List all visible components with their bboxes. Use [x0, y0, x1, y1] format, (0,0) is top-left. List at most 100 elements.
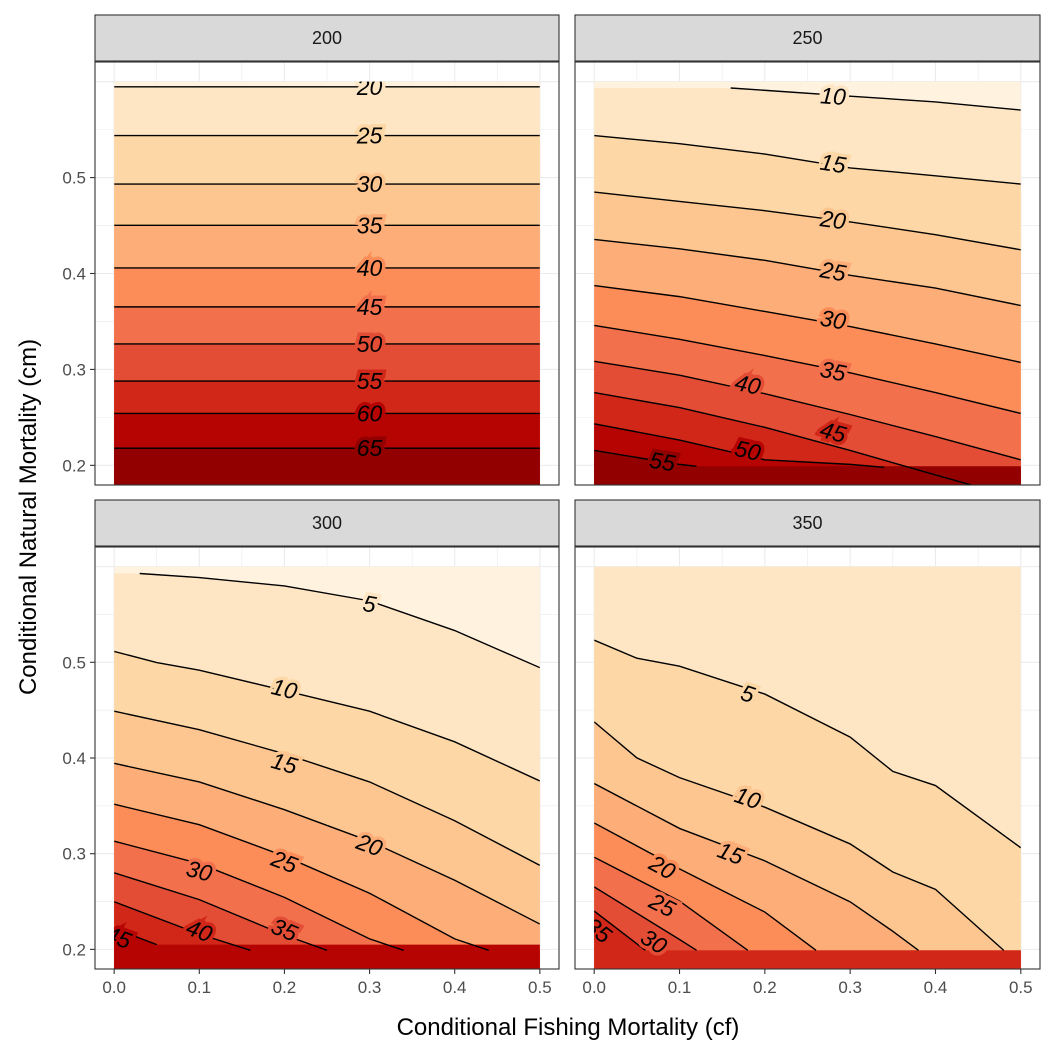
contour-line-35	[594, 324, 1021, 415]
contour-line-45	[114, 927, 157, 946]
contour-label-25: 25	[817, 256, 848, 286]
contour-line-5	[139, 572, 540, 669]
contour-line-10	[114, 650, 540, 782]
contour-lines	[594, 87, 1021, 485]
contour-label-25: 25	[356, 123, 383, 149]
contour-label-30: 30	[818, 305, 848, 335]
contour-label-40: 40	[357, 255, 383, 281]
y-tick-label: 0.3	[62, 360, 86, 379]
x-tick-label: 0.4	[443, 978, 467, 997]
contour-line-30	[114, 840, 404, 952]
contour-line-25	[594, 238, 1021, 307]
contour-lines	[594, 639, 1021, 951]
contour-line-55	[594, 449, 697, 467]
contour-line-25	[594, 856, 749, 951]
contour-label-35: 35	[818, 356, 848, 387]
contour-line-35	[594, 910, 646, 951]
contour-label-10: 10	[819, 82, 847, 110]
contour-line-25	[114, 803, 489, 952]
strip-label: 250	[792, 28, 822, 48]
contour-label-30: 30	[357, 171, 383, 197]
x-tick-label: 0.4	[924, 978, 948, 997]
x-axis-300: 0.0 0.1 0.2 0.3 0.4 0.5	[102, 969, 552, 997]
axes-layer: 0.0 0.1 0.2 0.3 0.4 0.5 0.0 0.1 0.2 0.3 0.4 0.50.20…	[62, 169, 1032, 997]
contour-line-15	[594, 782, 919, 951]
y-axis-title: Conditional Natural Mortality (cm)	[15, 339, 42, 695]
contour-label-20: 20	[356, 74, 383, 100]
contour-label-35: 35	[357, 212, 383, 238]
y-tick-label: 0.3	[62, 845, 86, 864]
y-tick-label: 0.2	[62, 940, 86, 959]
contour-line-35	[114, 872, 328, 951]
x-tick-label: 0.5	[1009, 978, 1033, 997]
contour-label-60: 60	[357, 400, 383, 426]
x-tick-label: 0.0	[582, 978, 606, 997]
contour-line-30	[594, 284, 1021, 364]
contour-band	[594, 450, 1021, 485]
contour-line-40	[594, 360, 1021, 461]
x-axis-title: Conditional Fishing Mortality (cf)	[397, 1014, 740, 1041]
contour-labels: 20 25 30 35 40 45 50 55 60 65	[352, 74, 386, 465]
y-axis-300: 0.2 0.3 0.4 0.5	[62, 653, 95, 959]
x-tick-label: 0.3	[838, 978, 862, 997]
contour-fills	[594, 566, 1021, 969]
x-tick-label: 0.2	[273, 978, 297, 997]
strip-bg	[574, 14, 1041, 62]
strip-label: 200	[312, 28, 342, 48]
contour-line-5	[594, 639, 1021, 849]
panel-border	[574, 546, 1041, 970]
contour-line-20	[114, 762, 540, 925]
x-tick-label: 0.5	[528, 978, 552, 997]
contour-line-40	[114, 901, 251, 952]
strip-label: 300	[312, 513, 342, 533]
panels-layer: 200 20 25 30 35 40 45 50 55 60 65 250 10 15 20 25 30 35 40…	[94, 14, 1041, 970]
strip-bg	[94, 499, 560, 547]
panel-200: 200 20 25 30 35 40 45 50 55 60 65	[94, 14, 560, 486]
contour-fills	[594, 81, 1021, 485]
contour-line-10	[594, 721, 1005, 951]
y-tick-label: 0.4	[62, 749, 86, 768]
contour-label-20: 20	[818, 205, 848, 234]
x-tick-label: 0.1	[187, 978, 211, 997]
contour-band	[114, 928, 540, 969]
strip-bg	[574, 499, 1041, 547]
contour-label-55: 55	[357, 368, 383, 394]
contour-line-10	[730, 87, 1021, 111]
x-axis-350: 0.0 0.1 0.2 0.3 0.4 0.5	[582, 969, 1033, 997]
contour-label-15: 15	[818, 149, 848, 179]
contour-band	[594, 857, 1021, 969]
contour-line-30	[594, 886, 697, 951]
x-tick-label: 0.2	[753, 978, 777, 997]
contour-line-50	[594, 423, 885, 468]
contour-line-15	[594, 134, 1021, 185]
contour-lines	[114, 86, 540, 449]
strip-bg	[94, 14, 560, 62]
contour-label-45: 45	[357, 294, 383, 320]
y-tick-label: 0.2	[62, 456, 86, 475]
contour-line-20	[594, 191, 1021, 251]
contour-line-45	[594, 391, 974, 485]
y-tick-label: 0.4	[62, 265, 86, 284]
contour-band	[114, 448, 540, 485]
y-axis-200: 0.2 0.3 0.4 0.5	[62, 169, 95, 475]
panel-border	[574, 61, 1041, 486]
contour-label-50: 50	[357, 331, 383, 357]
contour-line-15	[114, 710, 540, 866]
x-tick-label: 0.0	[102, 978, 126, 997]
contour-fills	[114, 81, 540, 485]
y-tick-label: 0.5	[62, 169, 86, 188]
x-tick-label: 0.1	[668, 978, 692, 997]
y-tick-label: 0.5	[62, 653, 86, 672]
contour-label-65: 65	[357, 435, 383, 461]
contour-band	[594, 911, 1021, 969]
strip-label: 350	[792, 513, 822, 533]
contour-line-20	[594, 822, 817, 951]
x-tick-label: 0.3	[358, 978, 382, 997]
contour-lines	[114, 572, 540, 952]
contour-fills	[114, 566, 540, 969]
contour-label-55: 55	[648, 447, 678, 477]
